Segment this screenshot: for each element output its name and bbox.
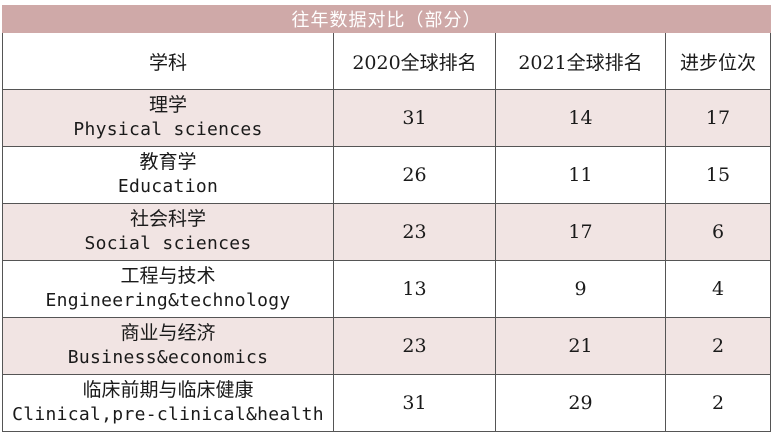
rank-2020-cell: 31: [333, 374, 496, 432]
table-row: 商业与经济 Business&economics 23 21 2: [2, 317, 771, 375]
header-rank-2020: 2020全球排名: [333, 32, 496, 90]
table-row: 临床前期与临床健康 Clinical,pre-clinical&health 31…: [2, 374, 771, 432]
improvement-cell: 6: [665, 203, 771, 261]
subject-cell: 教育学 Education: [2, 146, 334, 204]
rank-2020-cell: 31: [333, 89, 496, 147]
subject-en: Physical sciences: [73, 119, 263, 140]
improvement-cell: 2: [665, 374, 771, 432]
improvement-cell: 4: [665, 260, 771, 318]
rank-2020-cell: 23: [333, 317, 496, 375]
rank-2021-cell: 14: [495, 89, 666, 147]
subject-cell: 工程与技术 Engineering&technology: [2, 260, 334, 318]
improvement-cell: 15: [665, 146, 771, 204]
subject-cn: 社会科学: [129, 208, 206, 230]
rank-2021-cell: 9: [495, 260, 666, 318]
subject-en: Clinical,pre-clinical&health: [12, 404, 324, 425]
subject-cell: 临床前期与临床健康 Clinical,pre-clinical&health: [2, 374, 334, 432]
header-subject: 学科: [2, 32, 334, 90]
subject-cn: 商业与经济: [120, 322, 216, 344]
rank-2020-cell: 26: [333, 146, 496, 204]
ranking-comparison-table: 往年数据对比（部分） 学科 2020全球排名 2021全球排名 进步位次 理学 P…: [2, 5, 771, 432]
header-row: 学科 2020全球排名 2021全球排名 进步位次: [2, 32, 771, 90]
subject-en: Social sciences: [84, 233, 252, 254]
subject-cn: 临床前期与临床健康: [82, 379, 254, 401]
subject-cn: 工程与技术: [120, 265, 216, 287]
improvement-cell: 17: [665, 89, 771, 147]
table-row: 社会科学 Social sciences 23 17 6: [2, 203, 771, 261]
rank-2021-cell: 17: [495, 203, 666, 261]
table-row: 理学 Physical sciences 31 14 17: [2, 89, 771, 147]
table-row: 教育学 Education 26 11 15: [2, 146, 771, 204]
table-title: 往年数据对比（部分）: [2, 5, 771, 33]
subject-cell: 商业与经济 Business&economics: [2, 317, 334, 375]
subject-en: Education: [117, 176, 219, 197]
table-row: 工程与技术 Engineering&technology 13 9 4: [2, 260, 771, 318]
header-improvement: 进步位次: [665, 32, 771, 90]
subject-cell: 理学 Physical sciences: [2, 89, 334, 147]
rank-2021-cell: 29: [495, 374, 666, 432]
subject-en: Business&economics: [67, 347, 269, 368]
rank-2020-cell: 13: [333, 260, 496, 318]
rank-2020-cell: 23: [333, 203, 496, 261]
improvement-cell: 2: [665, 317, 771, 375]
header-rank-2021: 2021全球排名: [495, 32, 666, 90]
subject-cn: 教育学: [139, 151, 197, 173]
subject-cn: 理学: [148, 94, 187, 116]
rank-2021-cell: 21: [495, 317, 666, 375]
rank-2021-cell: 11: [495, 146, 666, 204]
subject-cell: 社会科学 Social sciences: [2, 203, 334, 261]
subject-en: Engineering&technology: [45, 290, 291, 311]
